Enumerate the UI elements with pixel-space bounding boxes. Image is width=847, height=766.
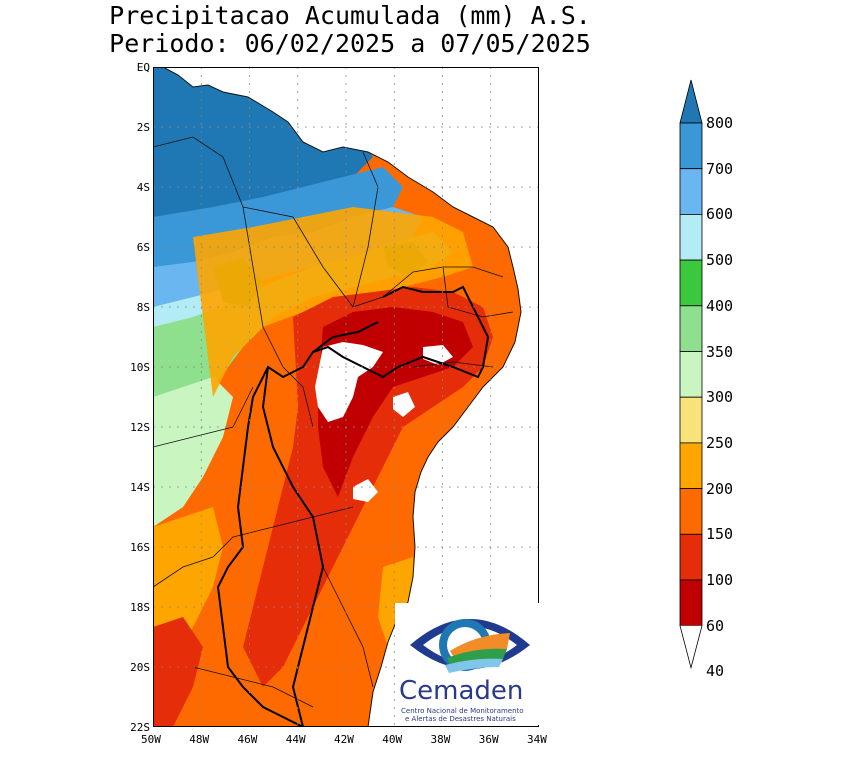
lon-tick-label: 40W [382, 733, 403, 746]
lon-tick-label: 44W [285, 733, 306, 746]
colorbar-level-label: 500 [706, 251, 734, 270]
colorbar-level-label: 400 [706, 296, 734, 315]
lat-tick-label: 20S [130, 661, 150, 674]
lat-tick-label: 14S [130, 481, 150, 494]
lat-tick-label: 6S [136, 241, 150, 254]
lon-tick-label: 46W [237, 733, 258, 746]
colorbar-level-label: 60 [706, 616, 725, 635]
lat-tick-label: 16S [130, 541, 150, 554]
lat-tick-label: 8S [136, 301, 150, 314]
colorbar-bottom-arrow [679, 625, 703, 670]
colorbar-box [679, 396, 703, 444]
colorbar-box [679, 122, 703, 170]
lat-tick-label: 4S [136, 181, 150, 194]
colorbar-top-arrow [679, 79, 703, 124]
lat-tick-label: 18S [130, 601, 150, 614]
colorbar-level-label: 40 [706, 662, 725, 681]
cemaden-logo: Cemaden Centro Nacional de Monitoramento… [395, 603, 545, 725]
colorbar-box [679, 351, 703, 398]
map-title-line-2: Periodo: 06/02/2025 a 07/05/2025 [109, 29, 591, 58]
colorbar-box [679, 579, 703, 627]
lat-tick-label: EQ [136, 61, 150, 74]
logo-name: Cemaden [399, 676, 524, 706]
lat-tick-label: 10S [130, 361, 150, 374]
colorbar-box [679, 259, 703, 307]
logo-line-2: e Alertas de Desastres Naturais [405, 715, 516, 723]
colorbar-level-label: 300 [706, 388, 734, 407]
colorbar-box [679, 488, 703, 535]
lat-tick-label: 2S [136, 121, 150, 134]
colorbar-level-label: 250 [706, 433, 734, 452]
lon-tick-label: 38W [430, 733, 451, 746]
colorbar-level-label: 800 [706, 114, 734, 132]
colorbar-level-label: 200 [706, 479, 734, 498]
colorbar-box [679, 168, 703, 215]
lon-tick-label: 42W [334, 733, 354, 746]
colorbar-box [679, 442, 703, 489]
lat-tick-label: 22S [130, 721, 150, 734]
lon-tick-label: 48W [189, 733, 210, 746]
colorbar-level-label: 700 [706, 159, 734, 178]
lat-tick-label: 12S [130, 421, 150, 434]
colorbar-level-label: 150 [706, 525, 734, 544]
colorbar-level-label: 350 [706, 342, 734, 361]
colorbar [679, 79, 703, 670]
lon-tick-label: 34W [527, 733, 547, 746]
lon-tick-label: 36W [478, 733, 499, 746]
colorbar-box [679, 305, 703, 352]
colorbar-box [679, 533, 703, 581]
logo-line-1: Centro Nacional de Monitoramento [401, 707, 524, 715]
map-title-line-1: Precipitacao Acumulada (mm) A.S. [109, 1, 591, 30]
colorbar-level-label: 600 [706, 205, 734, 224]
lon-tick-label: 50W [141, 733, 161, 746]
colorbar-level-label: 100 [706, 571, 734, 589]
colorbar-box [679, 213, 703, 261]
cemaden-eye-icon [410, 619, 530, 673]
